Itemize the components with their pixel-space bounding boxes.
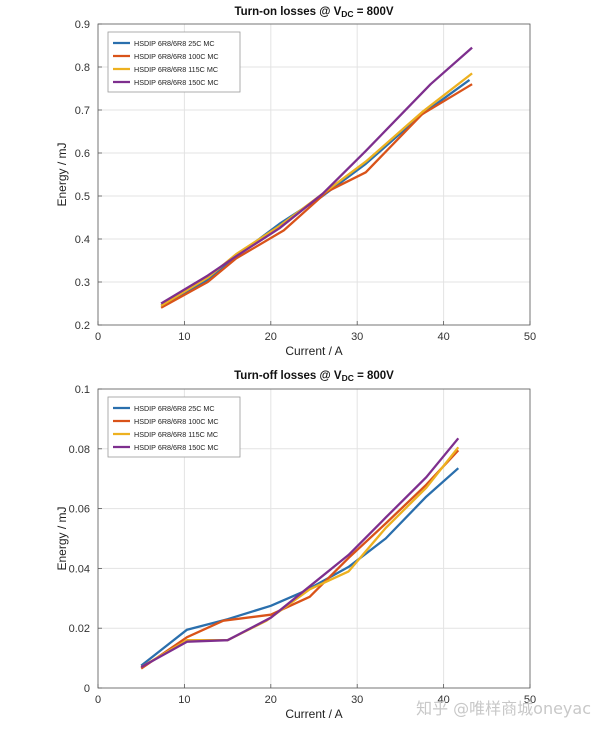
- y-tick-label: 0.4: [75, 234, 90, 246]
- y-tick-label: 0: [84, 683, 90, 695]
- chart-1: 0 10 20 30 40 50 0.2 0.3 0.4 0.5 0.6 0.7 0.8 0.9 Turn-…: [55, 6, 536, 358]
- axes-frame: [97, 388, 531, 689]
- legend-label-2: HSDIP 6R8/6R8 100C MC: [134, 417, 219, 426]
- legend: HSDIP 6R8/6R8 25C MC HSDIP 6R8/6R8 100C M…: [107, 31, 241, 93]
- y-tick-label: 0.8: [75, 62, 90, 74]
- y-tick-label: 0.02: [69, 623, 90, 635]
- x-tick-label: 10: [178, 694, 190, 706]
- x-tick-label: 30: [351, 694, 363, 706]
- x-tick-label: 20: [265, 331, 277, 343]
- x-axis-label: Current / A: [285, 707, 342, 721]
- chart-title: Turn-on losses @ VDC = 800V: [234, 6, 393, 19]
- x-tick-label: 50: [524, 331, 536, 343]
- x-tick-label: 40: [437, 694, 449, 706]
- series-line-2: [140, 449, 460, 670]
- x-tick-label: 50: [524, 694, 536, 706]
- chart-title-tail: = 800V: [354, 370, 394, 382]
- series-line-4: [160, 46, 473, 305]
- legend: HSDIP 6R8/6R8 25C MC HSDIP 6R8/6R8 100C M…: [107, 396, 241, 458]
- legend-label-4: HSDIP 6R8/6R8 150C MC: [134, 78, 219, 87]
- x-tick-label: 10: [178, 331, 190, 343]
- chart-title-subscript: DC: [342, 373, 354, 383]
- x-axis-label: Current / A: [285, 344, 342, 358]
- y-tick-label: 0.04: [69, 563, 90, 575]
- y-axis-label: Energy / mJ: [55, 506, 69, 570]
- chart-title: Turn-off losses @ VDC = 800V: [234, 370, 394, 383]
- legend-label-1: HSDIP 6R8/6R8 25C MC: [134, 39, 215, 48]
- chart-title-main: Turn-on losses @ V: [234, 6, 341, 18]
- watermark-text: 知乎 @唯样商城oneyac: [416, 699, 591, 718]
- y-tick-label: 0.7: [75, 105, 90, 117]
- x-tick-label: 0: [95, 331, 101, 343]
- y-tick-label: 0.08: [69, 444, 90, 456]
- series-line-2: [160, 83, 473, 309]
- y-tick-label: 0.1: [75, 384, 90, 396]
- y-tick-label: 0.6: [75, 148, 90, 160]
- y-axis-label: Energy / mJ: [55, 142, 69, 206]
- y-tick-label: 0.5: [75, 191, 90, 203]
- y-tick-label: 0.3: [75, 277, 90, 289]
- y-tick-label: 0.9: [75, 19, 90, 31]
- legend-label-3: HSDIP 6R8/6R8 115C MC: [134, 65, 218, 74]
- chart-2: 0 10 20 30 40 50 0 0.02 0.04 0.06 0.08 0.1 Turn-off …: [55, 370, 536, 721]
- x-tick-label: 20: [265, 694, 277, 706]
- axes-frame: [97, 23, 531, 326]
- chart-title-main: Turn-off losses @ V: [234, 370, 342, 382]
- chart-title-tail: = 800V: [354, 6, 394, 18]
- x-tick-label: 40: [437, 331, 449, 343]
- x-tick-label: 0: [95, 694, 101, 706]
- legend-label-3: HSDIP 6R8/6R8 115C MC: [134, 430, 218, 439]
- series-line-4: [140, 437, 460, 669]
- legend-label-1: HSDIP 6R8/6R8 25C MC: [134, 404, 215, 413]
- legend-label-2: HSDIP 6R8/6R8 100C MC: [134, 52, 219, 61]
- y-tick-label: 0.06: [69, 504, 90, 516]
- chart-title-subscript: DC: [341, 9, 353, 19]
- y-tick-label: 0.2: [75, 320, 90, 332]
- legend-label-4: HSDIP 6R8/6R8 150C MC: [134, 443, 219, 452]
- x-tick-label: 30: [351, 331, 363, 343]
